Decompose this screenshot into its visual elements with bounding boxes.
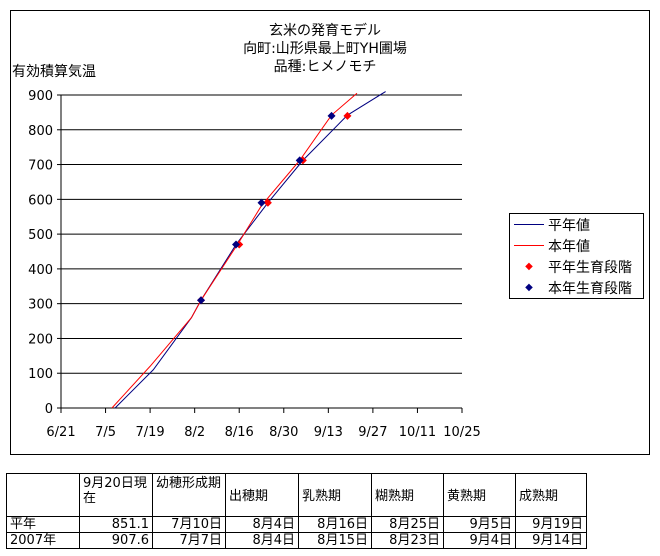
y-tick-label: 400 xyxy=(28,263,53,278)
legend-label: 平年値 xyxy=(548,217,590,234)
data-point-marker xyxy=(232,240,241,249)
y-tick-label: 500 xyxy=(28,228,53,243)
legend-item: 本年値 xyxy=(510,235,643,256)
table-header-row: 9月20日現在 幼穂形成期 出穂期 乳熟期 糊熟期 黄熟期 成熟期 xyxy=(6,473,587,517)
x-tick-label: 8/16 xyxy=(225,425,254,440)
diamond-marker-icon: ◆ xyxy=(525,282,533,293)
table-row: 平年 851.1 7月10日 8月4日 8月16日 8月25日 9月5日 9月1… xyxy=(6,516,587,533)
data-point-marker xyxy=(295,156,304,165)
legend-label: 平年生育段階 xyxy=(548,259,632,276)
header-cell xyxy=(6,473,80,517)
line-swatch-icon xyxy=(514,224,544,225)
table-cell: 7月10日 xyxy=(152,516,226,533)
table-cell: 9月19日 xyxy=(515,516,587,533)
table-cell: 9月5日 xyxy=(443,516,516,533)
chart-title: 玄米の発育モデル 向町:山形県最上町YH圃場 品種:ヒメノモチ xyxy=(200,22,450,76)
table-row: 2007年 907.6 7月7日 8月4日 8月15日 8月23日 9月4日 9… xyxy=(6,532,587,549)
table-cell: 7月7日 xyxy=(152,532,226,549)
header-cell: 糊熟期 xyxy=(371,473,444,517)
header-cell: 9月20日現在 xyxy=(79,473,153,517)
x-tick-label: 7/5 xyxy=(95,425,116,440)
table-cell: 8月16日 xyxy=(298,516,372,533)
table-cell: 851.1 xyxy=(79,516,153,533)
x-tick-label: 8/30 xyxy=(269,425,298,440)
table-cell: 8月25日 xyxy=(371,516,444,533)
x-tick-label: 9/13 xyxy=(314,425,343,440)
x-tick-label: 9/27 xyxy=(358,425,387,440)
growth-stage-table: 9月20日現在 幼穂形成期 出穂期 乳熟期 糊熟期 黄熟期 成熟期 平年 851… xyxy=(6,473,587,549)
data-point-marker xyxy=(327,111,336,120)
table-cell: 907.6 xyxy=(79,532,153,549)
x-tick-label: 8/2 xyxy=(184,425,205,440)
legend-item: 平年値 xyxy=(510,214,643,235)
y-tick-label: 700 xyxy=(28,159,53,174)
legend-label: 本年値 xyxy=(548,238,590,255)
header-cell: 出穂期 xyxy=(225,473,299,517)
table-cell: 8月4日 xyxy=(225,516,299,533)
header-cell: 幼穂形成期 xyxy=(152,473,226,517)
y-tick-label: 0 xyxy=(45,402,53,417)
title-line: 品種:ヒメノモチ xyxy=(273,59,377,75)
table-cell: 9月14日 xyxy=(515,532,587,549)
diamond-marker-icon: ◆ xyxy=(525,261,533,272)
table-cell: 9月4日 xyxy=(443,532,516,549)
series-line xyxy=(114,91,386,409)
y-tick-label: 600 xyxy=(28,193,53,208)
table-cell: 8月4日 xyxy=(225,532,299,549)
series-line xyxy=(111,92,358,409)
y-tick-label: 300 xyxy=(28,298,53,313)
data-point-marker xyxy=(263,198,272,207)
x-tick-label: 6/21 xyxy=(46,425,75,440)
y-axis-label: 有効積算気温 xyxy=(12,64,96,80)
legend: 平年値 本年値 ◆ 平年生育段階 ◆ 本年生育段階 xyxy=(509,213,644,299)
x-tick-label: 10/25 xyxy=(443,425,480,440)
header-cell: 乳熟期 xyxy=(298,473,372,517)
legend-item: ◆ 本年生育段階 xyxy=(510,277,643,298)
title-line: 向町:山形県最上町YH圃場 xyxy=(243,41,407,57)
data-point-marker xyxy=(257,198,266,207)
y-tick-label: 100 xyxy=(28,367,53,382)
row-label: 平年 xyxy=(6,516,80,533)
y-tick-label: 200 xyxy=(28,332,53,347)
line-swatch-icon xyxy=(514,245,544,246)
x-tick-label: 7/19 xyxy=(136,425,165,440)
header-cell: 黄熟期 xyxy=(443,473,516,517)
data-point-marker xyxy=(343,111,352,120)
chart-area xyxy=(10,10,650,455)
data-point-marker xyxy=(197,296,206,305)
table-cell: 8月23日 xyxy=(371,532,444,549)
legend-item: ◆ 平年生育段階 xyxy=(510,256,643,277)
table-cell: 8月15日 xyxy=(298,532,372,549)
y-tick-label: 900 xyxy=(28,89,53,104)
y-tick-label: 800 xyxy=(28,124,53,139)
row-label: 2007年 xyxy=(6,532,80,549)
legend-label: 本年生育段階 xyxy=(548,280,632,297)
plot-svg: 0 100 200 300 400 500 600 700 800 900 6/21 7/5 7/19 8… xyxy=(28,89,481,440)
x-tick-label: 10/11 xyxy=(399,425,436,440)
header-cell: 成熟期 xyxy=(515,473,587,517)
title-line: 玄米の発育モデル xyxy=(269,23,381,39)
